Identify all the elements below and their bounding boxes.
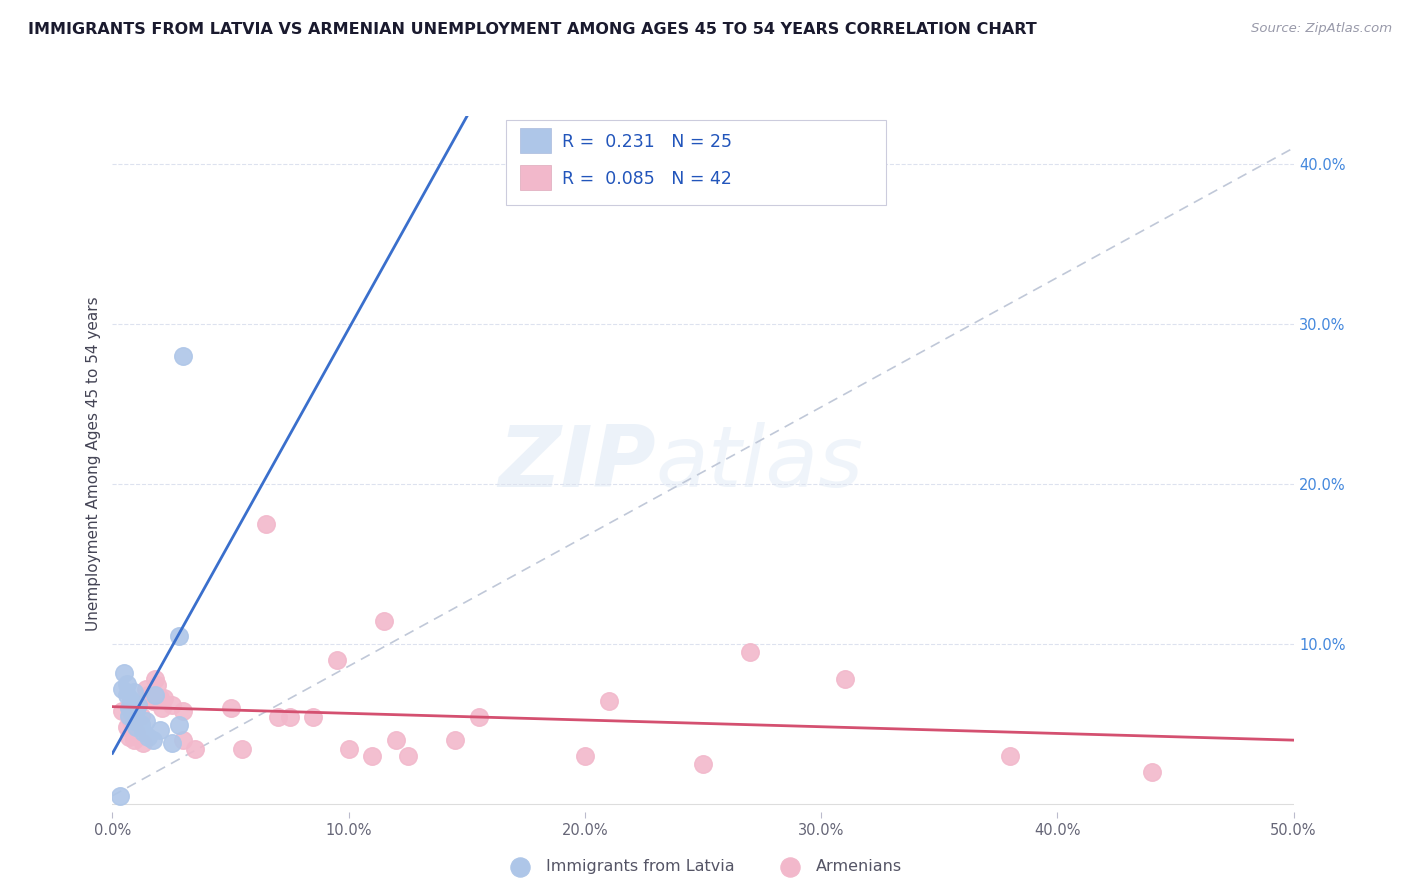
- Text: atlas: atlas: [655, 422, 863, 506]
- Point: [444, 732, 467, 747]
- Point: [373, 615, 395, 629]
- Point: [143, 672, 166, 686]
- Point: [142, 694, 165, 708]
- Point: [115, 720, 138, 734]
- Point: [135, 681, 157, 696]
- Point: [120, 692, 142, 706]
- Point: [278, 710, 301, 724]
- Point: [184, 742, 207, 756]
- Point: [143, 688, 166, 702]
- Point: [132, 724, 155, 739]
- Point: [118, 708, 141, 723]
- Point: [160, 736, 183, 750]
- Point: [172, 732, 194, 747]
- Point: [111, 681, 134, 696]
- Point: [160, 698, 183, 712]
- Point: [122, 732, 145, 747]
- Point: [111, 704, 134, 718]
- Point: [467, 710, 489, 724]
- Point: [129, 708, 152, 723]
- Point: [112, 665, 135, 680]
- Point: [396, 748, 419, 763]
- Point: [125, 704, 148, 718]
- Point: [172, 349, 194, 363]
- Point: [125, 720, 148, 734]
- Point: [267, 710, 290, 724]
- Point: [998, 748, 1021, 763]
- Point: [139, 691, 162, 706]
- Point: [172, 704, 194, 718]
- Point: [108, 789, 131, 803]
- Point: [120, 704, 142, 718]
- Point: [129, 716, 152, 731]
- Point: [149, 723, 172, 738]
- Point: [122, 714, 145, 728]
- Point: [115, 677, 138, 691]
- Point: [254, 516, 277, 531]
- Point: [146, 678, 169, 692]
- Point: [153, 691, 176, 706]
- Text: IMMIGRANTS FROM LATVIA VS ARMENIAN UNEMPLOYMENT AMONG AGES 45 TO 54 YEARS CORREL: IMMIGRANTS FROM LATVIA VS ARMENIAN UNEMP…: [28, 22, 1036, 37]
- Point: [120, 714, 142, 728]
- Text: ZIP: ZIP: [498, 422, 655, 506]
- Point: [125, 724, 148, 739]
- Point: [302, 710, 325, 724]
- Y-axis label: Unemployment Among Ages 45 to 54 years: Unemployment Among Ages 45 to 54 years: [86, 296, 101, 632]
- Point: [122, 685, 145, 699]
- Point: [118, 700, 141, 714]
- Point: [1140, 764, 1163, 779]
- Point: [740, 645, 762, 659]
- Point: [574, 748, 596, 763]
- Point: [115, 688, 138, 702]
- Point: [167, 718, 190, 732]
- Point: [127, 698, 149, 712]
- Point: [337, 742, 360, 756]
- Point: [167, 629, 190, 643]
- Point: [132, 736, 155, 750]
- Legend: Immigrants from Latvia, Armenians: Immigrants from Latvia, Armenians: [498, 853, 908, 880]
- Point: [385, 732, 408, 747]
- Point: [231, 742, 253, 756]
- Text: R =  0.085   N = 42: R = 0.085 N = 42: [562, 170, 733, 188]
- Point: [150, 700, 173, 714]
- Point: [598, 694, 620, 708]
- Point: [219, 700, 242, 714]
- Point: [142, 732, 165, 747]
- Point: [834, 672, 856, 686]
- Point: [692, 756, 714, 771]
- Point: [118, 730, 141, 744]
- Text: Source: ZipAtlas.com: Source: ZipAtlas.com: [1251, 22, 1392, 36]
- Point: [136, 730, 159, 744]
- Point: [361, 748, 384, 763]
- Point: [326, 653, 349, 667]
- Point: [135, 714, 157, 728]
- Text: R =  0.231   N = 25: R = 0.231 N = 25: [562, 133, 733, 151]
- Point: [149, 691, 172, 706]
- Point: [136, 688, 159, 702]
